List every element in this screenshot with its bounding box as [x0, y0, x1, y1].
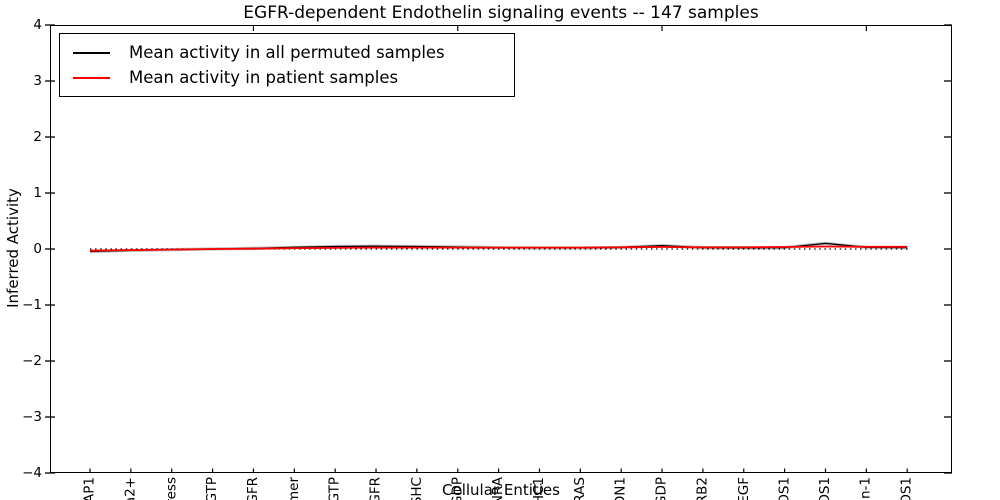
y-tick-label: 0 — [33, 241, 42, 257]
y-tick-label: −3 — [22, 409, 42, 425]
legend-box: Mean activity in all permuted samples Me… — [59, 33, 515, 97]
legend-entry-permuted: Mean activity in all permuted samples — [60, 43, 514, 62]
y-tick-label: −4 — [22, 465, 42, 481]
chart-title: EGFR-dependent Endothelin signaling even… — [243, 3, 759, 23]
y-tick-label: −1 — [22, 297, 42, 313]
y-tick-label: 3 — [33, 73, 42, 89]
legend-label: Mean activity in all permuted samples — [129, 43, 445, 62]
y-tick-label: −2 — [22, 353, 42, 369]
y-tick-label: 4 — [33, 17, 42, 33]
legend-line-sample-black — [73, 51, 110, 54]
legend-line-sample-red — [73, 76, 110, 79]
legend-entry-patient: Mean activity in patient samples — [60, 68, 514, 87]
y-tick-label: 2 — [33, 129, 42, 145]
legend-label: Mean activity in patient samples — [129, 68, 399, 87]
x-axis-label: Cellular Entities — [442, 481, 560, 499]
y-tick-label: 1 — [33, 185, 42, 201]
